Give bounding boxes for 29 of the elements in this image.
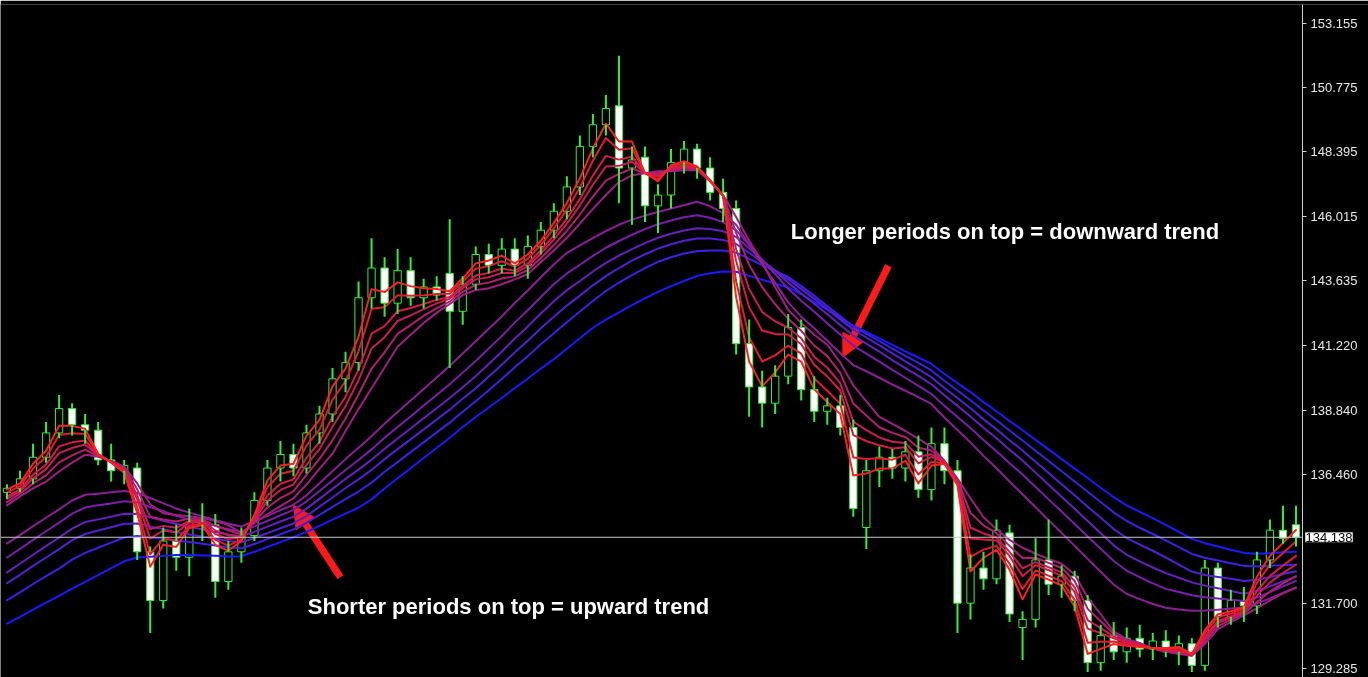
- candlestick: [276, 440, 285, 483]
- ref-line-label: 134.138: [1305, 529, 1353, 545]
- candlestick: [653, 183, 663, 234]
- candlestick: [159, 526, 168, 610]
- y-tick-label: 141.220: [1310, 338, 1358, 354]
- candlestick: [380, 256, 389, 318]
- candlestick: [1018, 610, 1027, 661]
- y-tick-label: 143.635: [1310, 273, 1358, 289]
- candlestick: [67, 402, 77, 437]
- y-tick-label: 150.775: [1310, 80, 1358, 96]
- y-tick-label: 148.395: [1310, 144, 1358, 160]
- y-tick-label: 129.285: [1310, 660, 1358, 676]
- y-tick-label: 146.015: [1310, 208, 1358, 224]
- candlestick: [862, 458, 871, 551]
- candlestick: [979, 550, 988, 591]
- y-tick-label: 136.460: [1310, 467, 1358, 483]
- candlestick: [771, 364, 780, 415]
- annotation: Longer periods on top = downward trend: [790, 218, 1220, 244]
- candlestick: [601, 94, 611, 137]
- y-tick-label: 138.840: [1310, 402, 1358, 418]
- candlestick: [758, 369, 767, 429]
- candlestick: [367, 237, 376, 310]
- candlestick: [224, 540, 233, 591]
- y-tick-label: 153.155: [1310, 15, 1358, 31]
- candlestick: [966, 553, 975, 621]
- y-tick-label: 131.700: [1310, 595, 1358, 611]
- candlestick: [823, 396, 832, 426]
- annotation: Shorter periods on top = upward trend: [307, 594, 710, 620]
- candlestick: [810, 375, 819, 424]
